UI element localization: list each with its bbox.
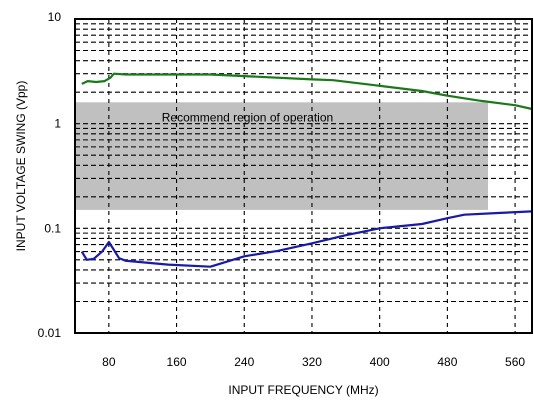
region-label: Recommend region of operation <box>162 110 333 124</box>
x-tick-label: 320 <box>302 355 322 369</box>
x-tick-label: 400 <box>370 355 390 369</box>
x-tick-label: 80 <box>102 355 116 369</box>
x-tick-label: 240 <box>234 355 254 369</box>
series-line-2 <box>80 210 533 268</box>
recommended-region <box>75 102 488 210</box>
x-tick-label: 560 <box>505 355 525 369</box>
x-tick-labels: 80 160 240 320 400 480 560 <box>102 355 525 369</box>
grid <box>75 19 532 333</box>
y-tick-label: 1 <box>54 117 61 131</box>
x-axis-title: INPUT FREQUENCY (MHz) <box>228 383 378 397</box>
x-tick-label: 480 <box>437 355 457 369</box>
y-tick-label: 0.01 <box>38 326 62 340</box>
y-tick-label: 10 <box>48 10 62 24</box>
plot-frame <box>74 18 533 334</box>
y-axis-title: INPUT VOLTAGE SWING (Vpp) <box>14 81 28 252</box>
y-tick-labels: 0.01 0.1 1 10 <box>38 10 62 340</box>
series-layer <box>80 72 533 268</box>
series-line-1 <box>81 72 533 111</box>
x-tick-label: 160 <box>167 355 187 369</box>
y-tick-label: 0.1 <box>44 221 61 235</box>
recommended-region-band <box>75 102 488 210</box>
